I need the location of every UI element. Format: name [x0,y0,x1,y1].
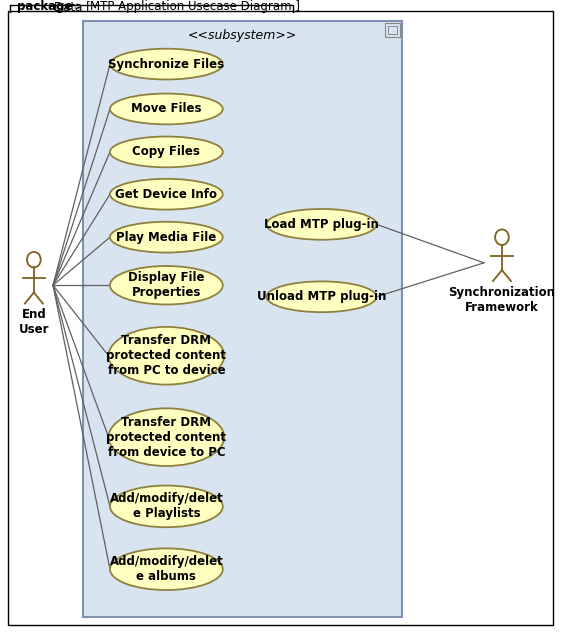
Text: ⌂: ⌂ [73,1,80,12]
Ellipse shape [110,94,223,124]
Text: Get Device Info: Get Device Info [116,188,217,201]
Text: Synchronization
Framework: Synchronization Framework [448,286,556,314]
Text: Display File
Properties: Display File Properties [128,271,205,299]
Text: End
User: End User [19,308,49,337]
Text: Move Files: Move Files [131,103,202,115]
Text: Copy Files: Copy Files [133,146,200,158]
Text: Play Media File: Play Media File [116,231,217,244]
Ellipse shape [108,327,224,385]
Text: Add/modify/delet
e Playlists: Add/modify/delet e Playlists [109,492,223,520]
FancyBboxPatch shape [83,21,402,617]
Text: Synchronize Files: Synchronize Files [108,58,224,71]
Ellipse shape [110,49,223,79]
Text: Transfer DRM
protected content
from PC to device: Transfer DRM protected content from PC t… [107,334,226,378]
Text: MTP Application Usecase Diagram ]: MTP Application Usecase Diagram ] [90,0,300,13]
Text: Load MTP plug-in: Load MTP plug-in [264,218,379,231]
Ellipse shape [110,486,223,527]
Ellipse shape [110,549,223,590]
Text: <<subsystem>>: <<subsystem>> [188,29,297,42]
Text: Transfer DRM
protected content
from device to PC: Transfer DRM protected content from devi… [107,415,226,459]
Text: Add/modify/delet
e albums: Add/modify/delet e albums [109,555,223,583]
Text: Unload MTP plug-in: Unload MTP plug-in [257,290,386,303]
Ellipse shape [110,266,223,304]
Ellipse shape [266,209,377,240]
Ellipse shape [110,222,223,253]
Ellipse shape [110,179,223,210]
Ellipse shape [266,281,377,312]
Ellipse shape [108,408,224,466]
Text: package: package [17,0,72,13]
Text: Data [: Data [ [54,0,90,13]
Ellipse shape [110,137,223,167]
